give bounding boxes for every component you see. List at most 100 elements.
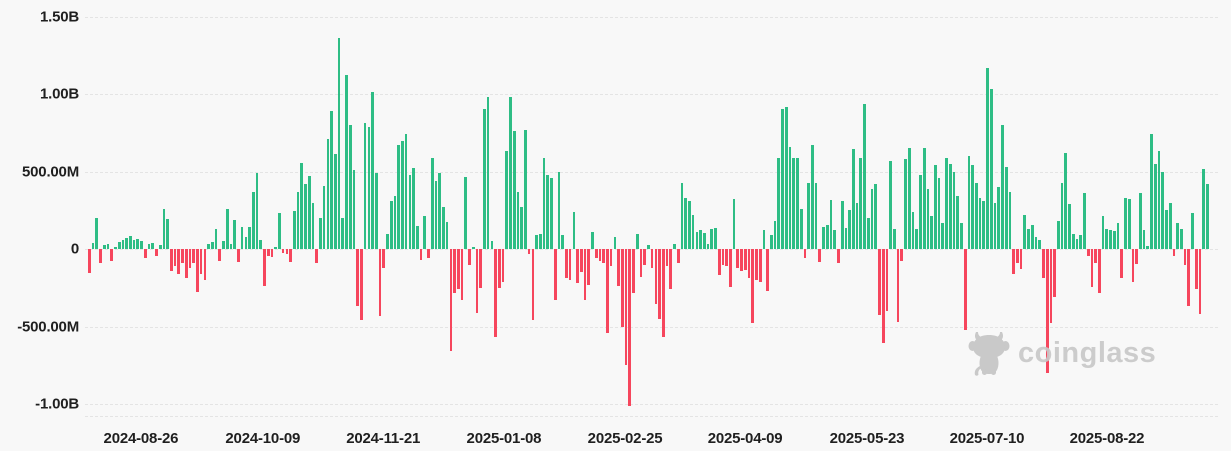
flow-bar[interactable] [945, 158, 948, 249]
flow-bar[interactable] [956, 195, 960, 249]
flow-bar[interactable] [88, 249, 91, 274]
flow-bar[interactable] [177, 249, 181, 274]
flow-bar[interactable] [427, 249, 430, 259]
flow-bar[interactable] [274, 246, 278, 249]
flow-bar[interactable] [259, 239, 263, 249]
flow-bar[interactable] [915, 228, 919, 249]
flow-bar[interactable] [319, 218, 322, 249]
flow-bar[interactable] [382, 249, 386, 268]
flow-bar[interactable] [102, 244, 106, 249]
flow-bar[interactable] [714, 228, 717, 249]
flow-bar[interactable] [1053, 249, 1056, 298]
flow-bar[interactable] [471, 247, 475, 249]
flow-bar[interactable] [222, 241, 225, 249]
flow-bar[interactable] [1172, 249, 1176, 256]
flow-bar[interactable] [650, 249, 654, 268]
flow-bar[interactable] [1183, 249, 1187, 265]
flow-bar[interactable] [904, 159, 907, 249]
flow-bar[interactable] [333, 154, 337, 249]
flow-bar[interactable] [199, 249, 203, 274]
flow-bar[interactable] [792, 158, 796, 249]
flow-bar[interactable] [1109, 229, 1112, 249]
flow-bar[interactable] [818, 249, 822, 263]
flow-bar[interactable] [1176, 223, 1179, 249]
flow-bar[interactable] [430, 157, 434, 249]
flow-bar[interactable] [166, 218, 169, 249]
flow-bar[interactable] [952, 171, 956, 249]
flow-bar[interactable] [997, 186, 1001, 249]
flow-bar[interactable] [699, 230, 702, 249]
flow-bar[interactable] [378, 249, 382, 316]
flow-bar[interactable] [1112, 231, 1116, 249]
flow-bar[interactable] [863, 104, 866, 249]
flow-bar[interactable] [598, 249, 602, 262]
flow-bar[interactable] [770, 235, 773, 249]
flow-bar[interactable] [568, 249, 572, 280]
flow-bar[interactable] [676, 249, 680, 263]
flow-bar[interactable] [773, 221, 777, 249]
flow-bar[interactable] [993, 202, 997, 249]
flow-bar[interactable] [691, 214, 695, 249]
flow-bar[interactable] [1027, 228, 1030, 249]
flow-bar[interactable] [1045, 249, 1049, 373]
flow-bar[interactable] [1086, 249, 1090, 256]
flow-bar[interactable] [181, 249, 184, 263]
flow-bar[interactable] [710, 228, 714, 249]
flow-bar[interactable] [643, 249, 646, 266]
flow-bar[interactable] [475, 249, 479, 314]
flow-bar[interactable] [151, 242, 155, 249]
flow-bar[interactable] [647, 244, 650, 249]
flow-bar[interactable] [732, 198, 736, 249]
flow-bar[interactable] [755, 249, 758, 280]
flow-bar[interactable] [266, 249, 270, 256]
flow-bar[interactable] [814, 183, 818, 249]
flow-bar[interactable] [624, 249, 628, 366]
flow-bar[interactable] [1012, 249, 1015, 274]
flow-bar[interactable] [553, 249, 557, 301]
flow-bar[interactable] [214, 228, 218, 249]
flow-bar[interactable] [751, 249, 755, 324]
flow-bar[interactable] [829, 200, 833, 249]
flow-bar[interactable] [900, 249, 904, 262]
flow-bar[interactable] [438, 173, 442, 249]
flow-bar[interactable] [285, 249, 289, 254]
flow-bar[interactable] [654, 249, 658, 305]
flow-bar[interactable] [449, 249, 453, 351]
flow-bar[interactable] [639, 249, 643, 277]
flow-bar[interactable] [1150, 133, 1153, 249]
flow-bar[interactable] [1083, 193, 1086, 249]
flow-bar[interactable] [143, 249, 147, 259]
flow-bar[interactable] [456, 249, 460, 289]
flow-bar[interactable] [304, 183, 307, 249]
flow-bar[interactable] [99, 249, 102, 263]
flow-bar[interactable] [844, 228, 848, 249]
flow-bar[interactable] [781, 108, 784, 249]
flow-bar[interactable] [766, 249, 769, 291]
flow-bar[interactable] [613, 236, 617, 249]
flow-bar[interactable] [136, 238, 140, 249]
flow-bar[interactable] [196, 249, 199, 292]
flow-bar[interactable] [1064, 153, 1068, 249]
flow-bar[interactable] [602, 249, 605, 263]
flow-bar[interactable] [453, 249, 456, 294]
flow-bar[interactable] [229, 244, 233, 249]
flow-bar[interactable] [125, 238, 128, 249]
flow-bar[interactable] [725, 249, 728, 267]
flow-bar[interactable] [1131, 249, 1135, 282]
flow-bar[interactable] [669, 249, 673, 289]
flow-bar[interactable] [859, 157, 863, 249]
flow-bar[interactable] [121, 239, 125, 249]
flow-bar[interactable] [1168, 203, 1172, 249]
flow-bar[interactable] [788, 146, 792, 249]
flow-bar[interactable] [192, 249, 196, 263]
flow-bar[interactable] [1135, 249, 1138, 264]
flow-bar[interactable] [1023, 214, 1027, 249]
flow-bar[interactable] [360, 249, 363, 320]
flow-bar[interactable] [550, 177, 553, 249]
flow-bar[interactable] [1120, 249, 1124, 278]
flow-bar[interactable] [520, 207, 524, 249]
flow-bar[interactable] [572, 211, 576, 249]
flow-bar[interactable] [330, 110, 333, 249]
flow-bar[interactable] [494, 249, 497, 337]
flow-bar[interactable] [941, 223, 945, 249]
